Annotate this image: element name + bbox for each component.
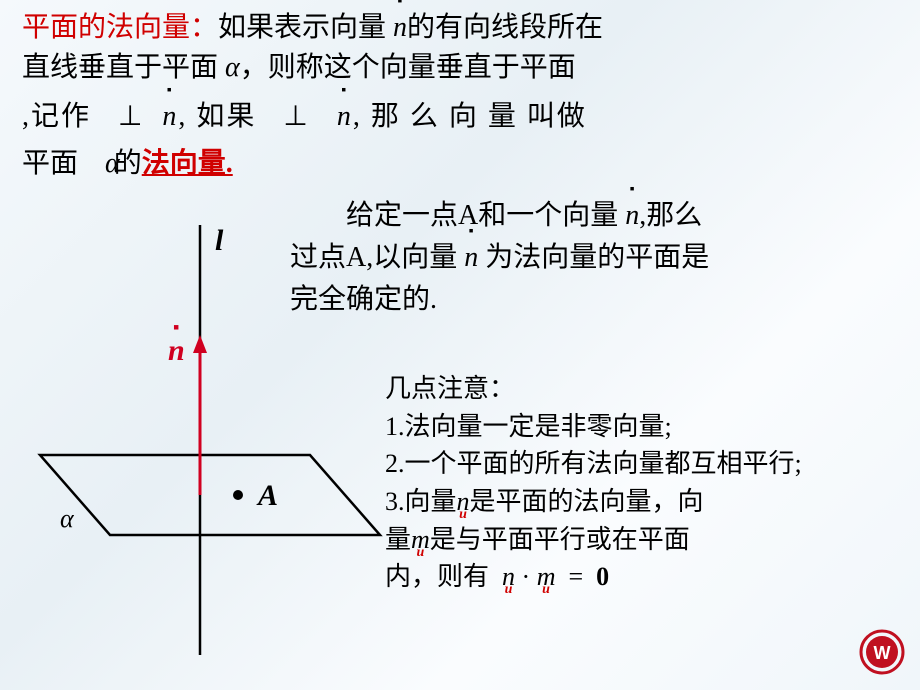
p2-seg2: ，则称这个向量垂直于平面 bbox=[240, 52, 576, 83]
notes-title: 几点注意： bbox=[385, 370, 895, 408]
eq-eq: = bbox=[568, 562, 583, 591]
label-alpha: α bbox=[60, 504, 75, 533]
note-1: 1.法向量一定是非零向量; bbox=[385, 408, 895, 446]
svg-text:W: W bbox=[874, 643, 891, 663]
paragraph-line-1: 平面的法向量：如果表示向量 ▪n的有向线段所在 bbox=[22, 8, 902, 47]
p1-seg2: 的有向线段所在 bbox=[407, 12, 603, 43]
p1-seg1: 如果表示向量 bbox=[218, 12, 386, 43]
p2-seg1: 直线垂直于平面 bbox=[22, 52, 218, 83]
paragraph-line-3: ,记作 ⊥ ▪n, 如果 ⊥ ▪n, 那 么 向 量 叫做 bbox=[22, 96, 902, 136]
vector-n-2: ▪n bbox=[162, 97, 178, 136]
perp-2: ⊥ bbox=[283, 100, 309, 131]
para2-seg2: ,那么 bbox=[639, 200, 702, 231]
vector-n-note: n bbox=[457, 483, 470, 521]
vector-m-note: m bbox=[411, 521, 430, 559]
label-A: A bbox=[256, 479, 278, 512]
label-n: n bbox=[168, 334, 185, 367]
note-2: 2.一个平面的所有法向量都互相平行; bbox=[385, 445, 895, 483]
vector-n-4: ▪n bbox=[625, 195, 639, 237]
plane-diagram: l ▪ n A α bbox=[10, 225, 390, 685]
keyword-normal-vector: 法向量. bbox=[142, 148, 233, 179]
p4-seg1: 平面 bbox=[22, 148, 99, 179]
label-l: l bbox=[215, 225, 224, 257]
title-prefix: 平面的法向量： bbox=[22, 12, 218, 43]
p3-seg3: , 那 么 向 量 叫做 bbox=[353, 101, 587, 132]
perp-1: ⊥ bbox=[118, 100, 144, 131]
p4-alpha-callout: α bbox=[105, 148, 120, 179]
point-A bbox=[233, 490, 243, 500]
notes-block: 几点注意： 1.法向量一定是非零向量; 2.一个平面的所有法向量都互相平行; 3… bbox=[385, 370, 895, 596]
paragraph-line-2: 直线垂直于平面 α，则称这个向量垂直于平面 bbox=[22, 48, 902, 87]
paragraph-line-4: 平面 α的法向量. bbox=[22, 144, 902, 183]
plane-shape bbox=[40, 455, 380, 535]
para2-seg4: 为法向量的平面是 bbox=[478, 242, 709, 273]
eq-zero: 0 bbox=[596, 562, 609, 591]
logo-icon: W bbox=[859, 629, 905, 675]
p3-seg2: , 如果 bbox=[178, 101, 256, 132]
note-3-line3: 内，则有 n · m = 0 bbox=[385, 558, 895, 596]
vector-n-5: ▪n bbox=[464, 237, 478, 279]
eq-n: n bbox=[502, 558, 515, 596]
p3-seg1: ,记作 bbox=[22, 101, 91, 132]
eq-m: m bbox=[537, 558, 556, 596]
vector-n-1: ▪n bbox=[393, 8, 407, 47]
note-3-line2: 量m是与平面平行或在平面 bbox=[385, 521, 895, 559]
note-3-line1: 3.向量n是平面的法向量，向 bbox=[385, 483, 895, 521]
vector-n-3: ▪n bbox=[337, 97, 353, 136]
p2-alpha: α bbox=[225, 52, 240, 83]
eq-dot: · bbox=[522, 562, 531, 591]
normal-arrow-head bbox=[193, 335, 207, 353]
